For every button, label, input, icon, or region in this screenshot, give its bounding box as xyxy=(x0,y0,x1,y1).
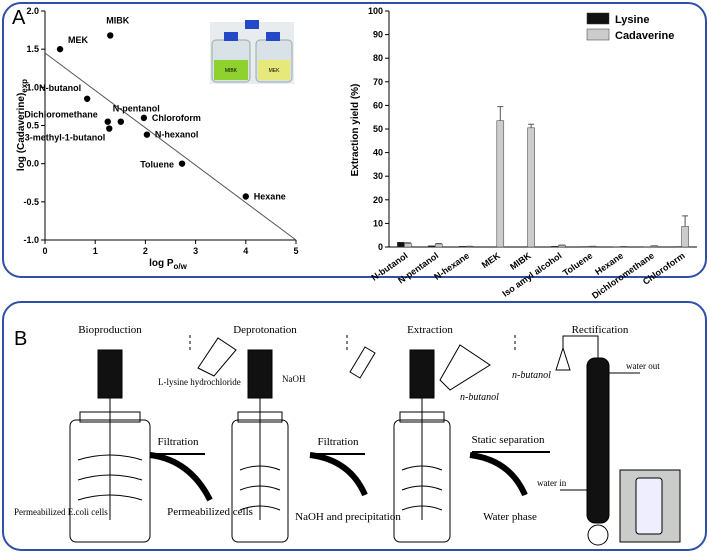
panel-label: A xyxy=(12,7,26,29)
y-tick-label: 90 xyxy=(373,30,383,40)
reagent: n-butanol xyxy=(512,370,551,381)
axis-title-text: log (Cadaverine) xyxy=(16,93,27,171)
y-tick-label: -1.0 xyxy=(23,235,39,245)
reagent: n-butanol xyxy=(460,392,499,403)
data-point xyxy=(107,32,114,39)
error-bar xyxy=(404,242,411,244)
legend-swatch xyxy=(586,28,610,41)
point-label: Toluene xyxy=(140,160,174,170)
x-tick-label: Toluene xyxy=(561,250,594,278)
y-tick-label: 60 xyxy=(373,100,383,110)
axis-title-sub: o/w xyxy=(174,262,188,271)
error-bar xyxy=(528,123,535,128)
point-label: 3-methyl-1-butanol xyxy=(25,133,106,143)
point-label: Dichloromethane xyxy=(24,110,98,120)
panel-label: B xyxy=(14,328,27,350)
flow-label: water out xyxy=(626,361,660,371)
y-tick-label: 1.5 xyxy=(26,44,39,54)
y-tick-label: 10 xyxy=(373,218,383,228)
x-tick-label: 5 xyxy=(293,246,298,256)
waste: Permeabilized cells xyxy=(167,506,253,518)
y-tick-label: 0.0 xyxy=(26,159,39,169)
x-tick-label: 0 xyxy=(42,246,47,256)
bar xyxy=(434,243,443,248)
bar xyxy=(397,242,405,248)
x-tick-label: 3 xyxy=(193,246,198,256)
data-point xyxy=(140,114,148,122)
data-point xyxy=(104,118,111,125)
x-tick-label: 1 xyxy=(93,246,98,256)
point-label: Chloroform xyxy=(152,113,201,123)
panel-a-frame xyxy=(2,2,707,278)
data-point xyxy=(83,95,91,102)
bar xyxy=(427,245,436,248)
x-tick-label: MIBK xyxy=(508,250,533,272)
legend-label: Lysine xyxy=(615,14,649,26)
legend-swatch xyxy=(586,12,610,25)
bar xyxy=(496,120,505,248)
bar xyxy=(527,127,535,248)
bar xyxy=(551,246,559,248)
bar xyxy=(404,243,412,248)
inset-label: MEK xyxy=(269,68,281,74)
x-tick-label: 2 xyxy=(143,246,148,256)
data-point xyxy=(143,131,151,138)
cells-label: Permeabilized E.coli cells xyxy=(14,507,108,517)
y-tick-label: -0.5 xyxy=(23,197,39,207)
point-label: N-butanol xyxy=(39,83,81,93)
axis-title: Extraction yield (%) xyxy=(350,84,361,177)
step: Static separation xyxy=(471,434,545,446)
axis-title-text: log P xyxy=(149,258,174,269)
step: Filtration xyxy=(158,436,199,448)
point-label: MEK xyxy=(68,35,89,45)
waste: NaOH and precipitation xyxy=(295,511,401,523)
axis-title: log Po/w xyxy=(149,258,188,271)
y-tick-label: 20 xyxy=(373,195,383,205)
point-label: N-hexanol xyxy=(155,130,199,140)
trend-line xyxy=(44,52,297,241)
axis-title-sub: exp xyxy=(20,79,29,93)
data-point xyxy=(117,118,125,125)
y-tick-label: 70 xyxy=(373,77,383,87)
reagent: L-lysine hydrochloride xyxy=(158,377,241,387)
point-label: MIBK xyxy=(106,15,129,25)
stage-title: Rectification xyxy=(572,324,629,336)
error-bar xyxy=(497,106,504,121)
point-label: N-pentanol xyxy=(113,104,160,114)
stage-title: Deprotonation xyxy=(233,324,297,336)
y-tick-label: 1.0 xyxy=(26,82,39,92)
flow-label: water in xyxy=(537,478,567,488)
y-tick-label: 0 xyxy=(378,242,383,252)
data-point xyxy=(242,193,249,200)
bar xyxy=(681,226,689,248)
axis-title: log (Cadaverine)exp xyxy=(16,79,29,171)
stage-title: Extraction xyxy=(407,324,453,336)
y-tick-label: 40 xyxy=(373,148,383,158)
y-tick-label: 0.5 xyxy=(26,121,39,131)
legend-label: Cadaverine xyxy=(615,30,674,42)
point-label: Hexane xyxy=(254,191,286,201)
data-point xyxy=(56,45,64,53)
inset-photo: MIBK MEK xyxy=(210,20,294,84)
x-tick-label: 4 xyxy=(243,246,248,256)
y-tick-label: 100 xyxy=(368,6,383,16)
y-tick-label: 30 xyxy=(373,171,383,181)
process-diagram xyxy=(69,335,681,546)
data-point xyxy=(178,160,186,167)
bar xyxy=(458,246,467,248)
waste: Water phase xyxy=(483,511,537,523)
step: Filtration xyxy=(318,436,359,448)
x-tick-label: MEK xyxy=(480,250,503,270)
reagent: NaOH xyxy=(282,374,306,384)
inset-label: MIBK xyxy=(225,68,238,74)
panel-b-frame xyxy=(2,301,707,551)
y-tick-label: 80 xyxy=(373,53,383,63)
stage-title: Bioproduction xyxy=(78,324,142,336)
error-bar xyxy=(682,215,689,227)
y-tick-label: 50 xyxy=(373,124,383,134)
data-point xyxy=(106,125,113,132)
y-tick-label: 2.0 xyxy=(26,6,39,16)
